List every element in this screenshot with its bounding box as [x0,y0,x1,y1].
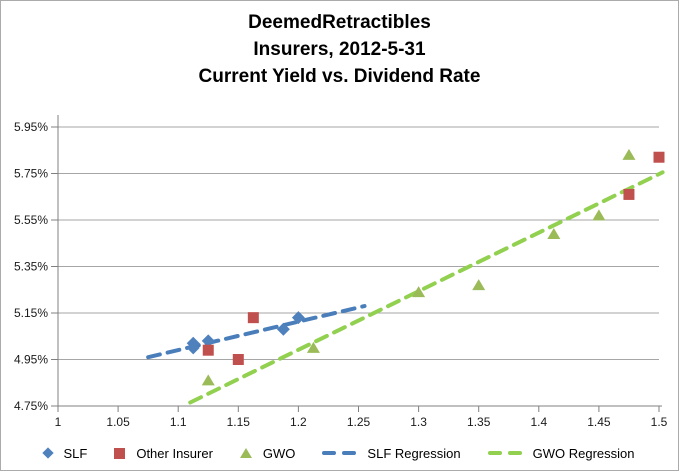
gwo-point [592,209,606,221]
legend-label-slf: SLF [63,445,88,461]
gwo-regression-dash-icon [487,451,522,455]
y-tick-label: 4.95% [14,353,48,367]
y-tick-label: 5.75% [14,167,48,181]
gwo-regression-line [188,170,665,405]
legend-label-other-insurer: Other Insurer [136,445,213,461]
x-tick-label: 1.25 [347,415,371,429]
y-tick-label: 4.75% [14,399,48,413]
x-tick-label: 1 [55,415,62,429]
other-insurer-point [623,188,635,200]
gwo-point [412,286,426,298]
x-tick-label: 1.05 [106,415,130,429]
x-tick-label: 1.3 [410,415,427,429]
y-tick-label: 5.15% [14,306,48,320]
legend-item-slf-regression: SLF Regression [322,445,461,461]
x-tick-label: 1.1 [170,415,187,429]
legend-item-slf: SLF [42,445,88,461]
legend-item-other-insurer: Other Insurer [114,446,213,461]
x-tick-label: 1.5 [651,415,668,429]
other-insurer-point [232,354,244,365]
legend-label-slf-regression: SLF Regression [367,445,461,461]
slf-point [186,341,200,355]
legend-label-gwo-regression: GWO Regression [532,445,635,461]
x-tick-label: 1.35 [467,415,491,429]
y-tick-label: 5.55% [14,213,48,227]
gwo-triangle-icon [239,448,252,458]
x-tick-label: 1.2 [290,415,307,429]
x-tick-label: 1.45 [587,415,611,429]
slf-regression-line [146,304,367,360]
other-insurer-point [202,344,214,356]
x-tick-label: 1.4 [530,415,547,429]
legend: SLF Other Insurer GWO SLF Regression GWO… [1,441,678,465]
gwo-point [547,227,561,239]
slf-diamond-icon [42,447,55,459]
chart-title-block: DeemedRetractibles Insurers, 2012-5-31 C… [1,9,678,90]
gwo-point [201,374,215,386]
gwo-point [622,148,636,160]
chart-title-line2: Insurers, 2012-5-31 [253,39,426,60]
legend-label-gwo: GWO [262,445,296,461]
gwo-point [472,279,486,291]
y-tick-label: 5.35% [14,260,48,274]
slf-regression-dash-icon [322,451,357,455]
slf-point [276,322,290,336]
chart-title-line3: Current Yield vs. Dividend Rate [198,66,481,87]
slf-point [291,311,305,325]
legend-item-gwo: GWO [239,445,296,461]
chart-title-line1: DeemedRetractibles [248,12,431,33]
other-insurer-point [653,151,665,163]
other-insurer-point [247,312,259,324]
slf-point [201,334,215,348]
x-tick-label: 1.15 [227,415,251,429]
other-insurer-square-icon [114,447,126,459]
gwo-point [306,341,320,353]
legend-item-gwo-regression: GWO Regression [487,445,635,461]
y-tick-label: 5.95% [14,120,48,134]
